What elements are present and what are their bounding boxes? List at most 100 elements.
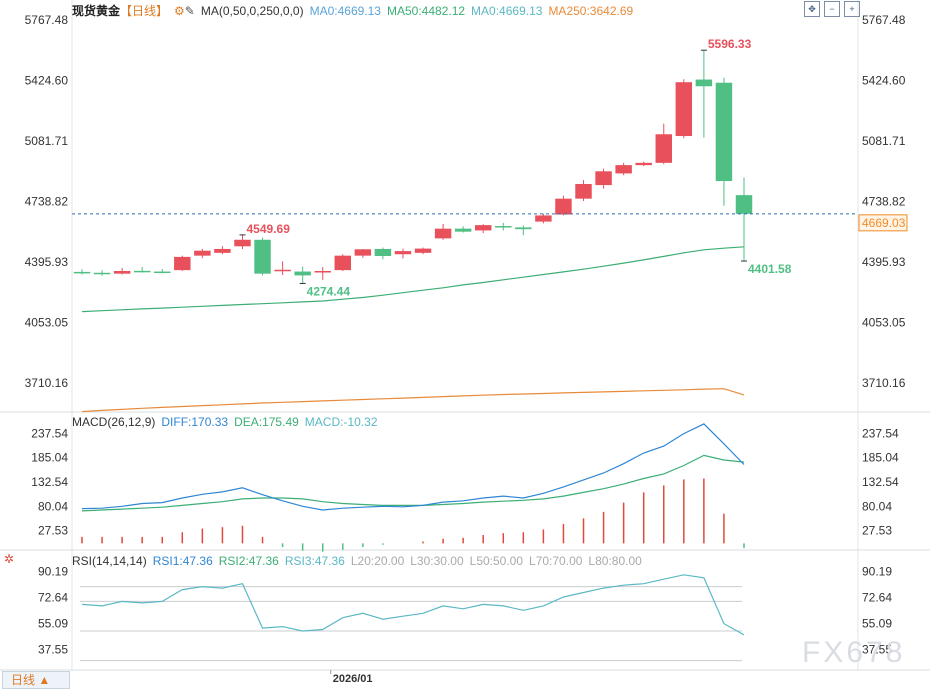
main-header: 现货黄金【日线】 ⚙✎ MA(0,50,0,250,0,0) MA0:4669.13 M…: [72, 2, 639, 20]
candle-body: [454, 228, 472, 232]
macd-tick-label-right: 185.04: [862, 451, 899, 465]
settings-icon[interactable]: ⚙: [174, 4, 185, 18]
ma50-line: [81, 246, 745, 313]
rsi-tick-label-right: 55.09: [862, 616, 892, 630]
candle-body: [214, 248, 231, 253]
candle-body: [655, 134, 672, 163]
ma-indicator-label[interactable]: MA(0,50,0,250,0,0): [200, 4, 304, 18]
candle-body: [414, 248, 432, 253]
zoom-out-icon[interactable]: −: [824, 1, 840, 17]
candle-body: [735, 195, 753, 214]
macd-tick-label-left: 132.54: [31, 475, 68, 489]
watermark-logo: FX678: [802, 636, 906, 669]
candle-body: [334, 255, 352, 271]
candle-body: [555, 198, 572, 215]
candle-body: [495, 226, 512, 228]
macd-tick-label-left: 237.54: [31, 426, 68, 440]
candle-body: [535, 215, 552, 222]
ma3-value: MA0:4669.13: [471, 4, 543, 18]
indicator-edit-icon[interactable]: ✎: [184, 4, 195, 18]
ma50-value: MA50:4482.12: [386, 4, 466, 18]
price-tick-label-left: 3710.16: [25, 376, 69, 390]
chart-toolbar: ✥ − +: [804, 1, 860, 17]
rsi3-value: RSI3:47.36: [284, 554, 345, 568]
candle-body: [635, 162, 652, 166]
price-tick-label-left: 5081.71: [25, 134, 69, 148]
macd-dea-value: DEA:175.49: [234, 415, 299, 429]
candle-body: [113, 271, 131, 274]
rsi-line: [81, 574, 745, 636]
ma250-line: [81, 388, 745, 413]
price-tick-label-left: 5424.60: [25, 74, 69, 88]
instrument-name: 现货黄金: [72, 4, 121, 18]
candle-body: [274, 269, 291, 272]
candle-body: [73, 271, 91, 274]
macd-header: MACD(26,12,9) DIFF:170.33 DEA:175.49 MACD:-…: [72, 413, 384, 431]
last-price-tag: [858, 214, 908, 232]
price-tick-label-right: 4738.82: [862, 195, 906, 209]
rsi-tick-label-right: 72.64: [862, 591, 892, 605]
candle-body: [194, 250, 211, 256]
extreme-label: 4401.58: [748, 262, 792, 276]
rsi-l80: L80:80.00: [588, 554, 642, 568]
candle-body: [234, 239, 251, 247]
macd-tick-label-right: 27.53: [862, 524, 892, 538]
macd-tick-label-right: 80.04: [862, 499, 892, 513]
price-tick-label-left: 5767.48: [25, 13, 69, 27]
candle-body: [695, 79, 713, 87]
zoom-in-icon[interactable]: +: [844, 1, 860, 17]
rsi-settings-icon[interactable]: ✲: [4, 552, 15, 566]
macd-tick-label-right: 237.54: [862, 426, 899, 440]
rsi-tick-label-left: 55.09: [38, 616, 68, 630]
rsi2-value: RSI2:47.36: [218, 554, 279, 568]
rsi-header: RSI(14,14,14) RSI1:47.36 RSI2:47.36 RSI3:47…: [72, 552, 648, 570]
candle-body: [434, 228, 452, 239]
rsi-l70: L70:70.00: [529, 554, 583, 568]
candle-body: [354, 249, 372, 256]
ma250-value: MA250:3642.69: [548, 4, 634, 18]
candle-body: [314, 271, 331, 273]
candle-body: [595, 171, 612, 186]
extreme-label: 4274.44: [307, 284, 351, 298]
rsi-name[interactable]: RSI(14,14,14): [72, 554, 147, 568]
rsi-l20: L20:20.00: [350, 554, 405, 568]
macd-tick-label-left: 80.04: [38, 499, 68, 513]
price-tick-label-right: 4395.93: [862, 255, 906, 269]
extreme-label: 4549.69: [246, 222, 290, 236]
candle-body: [675, 82, 693, 137]
rsi-tick-label-right: 37.55: [862, 642, 892, 656]
period-tab-label: 日线: [11, 673, 36, 687]
price-tick-label-right: 5081.71: [862, 134, 906, 148]
ma1-value: MA0:4669.13: [309, 4, 381, 18]
macd-tick-label-left: 27.53: [38, 524, 68, 538]
price-tick-label-right: 5767.48: [862, 13, 906, 27]
price-tick-label-right: 3710.16: [862, 376, 906, 390]
rsi1-value: RSI1:47.36: [152, 554, 213, 568]
candle-body: [394, 251, 412, 255]
rsi-l30: L30:30.00: [410, 554, 464, 568]
macd-tick-label-right: 132.54: [862, 475, 899, 489]
candle-body: [715, 82, 733, 182]
extreme-label: 5596.33: [708, 37, 752, 51]
candle-body: [575, 184, 592, 199]
price-tick-label-right: 5424.60: [862, 74, 906, 88]
period-label[interactable]: 【日线】: [120, 4, 169, 18]
move-icon[interactable]: ✥: [804, 1, 820, 17]
price-tick-label-left: 4053.05: [25, 316, 69, 330]
candle-body: [474, 225, 492, 231]
candle-body: [254, 239, 271, 274]
candle-body: [133, 270, 151, 273]
period-tab[interactable]: 日线 ▲: [2, 671, 70, 689]
candle-body: [93, 272, 111, 275]
macd-diff-line: [81, 423, 745, 511]
rsi-tick-label-left: 37.55: [38, 642, 68, 656]
macd-dea-line: [81, 454, 745, 512]
candle-body: [615, 165, 632, 174]
candle-body: [515, 227, 532, 230]
macd-name[interactable]: MACD(26,12,9): [72, 415, 156, 429]
macd-diff-value: DIFF:170.33: [161, 415, 229, 429]
candle-body: [154, 271, 171, 274]
candle-body: [294, 271, 311, 276]
macd-bar-value: MACD:-10.32: [304, 415, 378, 429]
rsi-tick-label-left: 72.64: [38, 591, 68, 605]
